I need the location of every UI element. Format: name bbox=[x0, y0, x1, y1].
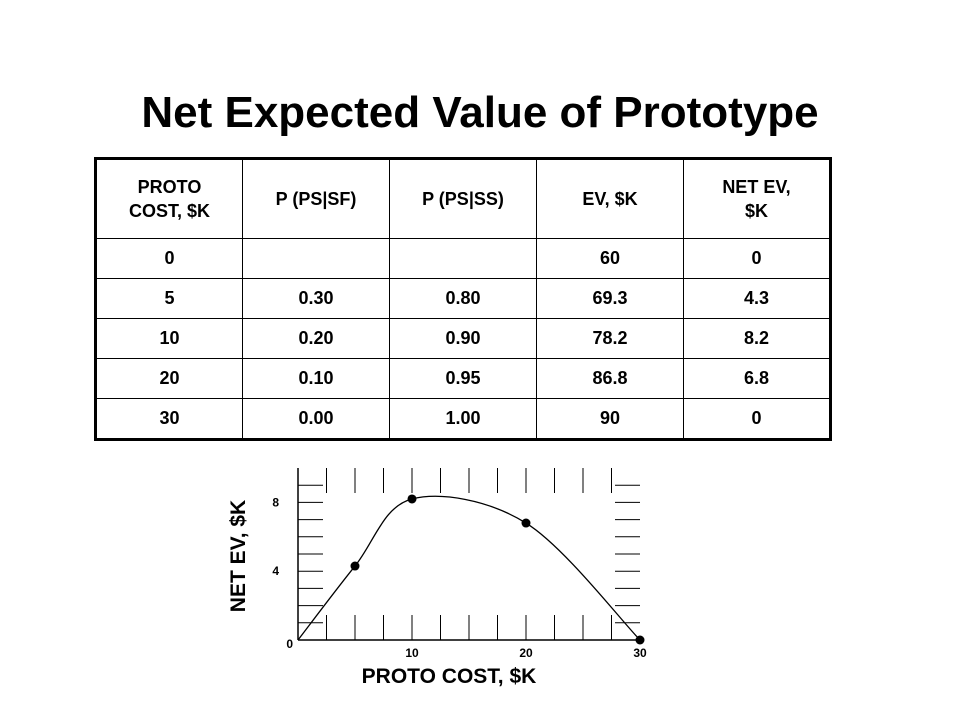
cell-proto-cost: 0 bbox=[95, 238, 243, 279]
x-tick-label: 10 bbox=[405, 646, 419, 660]
y-axis-label: NET EV, $K bbox=[227, 500, 250, 612]
x-axis-label: PROTO COST, $K bbox=[362, 665, 537, 688]
table-row: 30 0.00 1.00 90 0 bbox=[95, 398, 831, 440]
data-point bbox=[521, 518, 531, 528]
cell-p-ps-ss: 0.95 bbox=[389, 358, 537, 399]
cell-p-ps-sf: 0.20 bbox=[242, 318, 390, 359]
origin-tick-label: 0 bbox=[286, 637, 293, 651]
slide-title: Net Expected Value of Prototype bbox=[141, 88, 819, 137]
x-tick-label: 30 bbox=[633, 646, 647, 660]
data-point bbox=[635, 635, 645, 645]
cell-p-ps-sf: 0.30 bbox=[242, 278, 390, 319]
cell-p-ps-sf: 0.00 bbox=[242, 398, 390, 440]
data-point bbox=[407, 494, 417, 504]
y-tick-label: 4 bbox=[272, 564, 279, 578]
table-row: 5 0.30 0.80 69.3 4.3 bbox=[95, 278, 831, 319]
cell-ev: 69.3 bbox=[536, 278, 684, 319]
cell-p-ps-ss: 1.00 bbox=[389, 398, 537, 440]
header-net-ev: NET EV, $K bbox=[683, 158, 831, 239]
cell-net-ev: 0 bbox=[683, 238, 831, 279]
cell-proto-cost: 10 bbox=[95, 318, 243, 359]
cell-net-ev: 0 bbox=[683, 398, 831, 440]
cell-ev: 60 bbox=[536, 238, 684, 279]
table-row: 0 60 0 bbox=[95, 238, 831, 279]
net-ev-table: PROTO COST, $K P (PS|SF) P (PS|SS) EV, $K… bbox=[94, 157, 832, 441]
table-row: 20 0.10 0.95 86.8 6.8 bbox=[95, 358, 831, 399]
cell-net-ev: 4.3 bbox=[683, 278, 831, 319]
cell-ev: 78.2 bbox=[536, 318, 684, 359]
data-point bbox=[350, 561, 360, 571]
header-p-ps-ss: P (PS|SS) bbox=[389, 158, 537, 239]
cell-ev: 86.8 bbox=[536, 358, 684, 399]
cell-p-ps-sf: 0.10 bbox=[242, 358, 390, 399]
x-tick-label: 20 bbox=[519, 646, 533, 660]
cell-proto-cost: 5 bbox=[95, 278, 243, 319]
y-tick-label: 8 bbox=[272, 495, 279, 509]
cell-net-ev: 8.2 bbox=[683, 318, 831, 359]
cell-proto-cost: 30 bbox=[95, 398, 243, 440]
cell-ev: 90 bbox=[536, 398, 684, 440]
cell-p-ps-ss: 0.80 bbox=[389, 278, 537, 319]
series-line-net-ev bbox=[297, 495, 641, 641]
